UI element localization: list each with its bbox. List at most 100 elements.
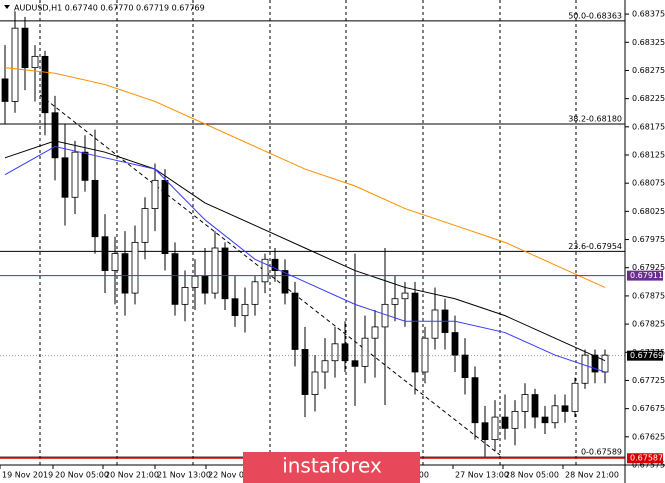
moving-average — [4, 67, 606, 288]
candle-body — [71, 151, 79, 198]
candle-body — [571, 382, 579, 412]
candle-body — [51, 112, 59, 159]
candle-body — [91, 179, 99, 238]
candle-body — [591, 354, 599, 373]
menu-arrow — [4, 5, 10, 9]
fib-label: 50.0-0.68363 — [568, 11, 622, 20]
candle-body — [131, 241, 139, 294]
chart-title: AUDUSD,H1 0.67740 0.67770 0.67719 0.6776… — [14, 4, 205, 13]
candle-body — [161, 179, 169, 255]
candle-body — [361, 337, 369, 367]
candle-body — [191, 275, 199, 288]
candle-body — [411, 292, 419, 373]
candle-body — [371, 326, 379, 339]
candle-body — [231, 298, 239, 317]
candle-body — [391, 298, 399, 305]
y-tick-label: 0.67925 — [632, 263, 665, 272]
y-tick-label: 0.68175 — [632, 122, 665, 131]
candle-body — [521, 394, 529, 412]
x-tick-label: 20 Nov 21:00 — [105, 471, 159, 480]
candle-body — [111, 253, 119, 271]
x-tick-label: 19 Nov 2019 — [2, 471, 53, 480]
candle-body — [301, 349, 309, 395]
candle-body — [251, 281, 259, 305]
candle-body — [41, 55, 49, 114]
y-tick-label: 0.67825 — [632, 320, 665, 329]
y-tick-label: 0.67575 — [632, 461, 665, 470]
candle-body — [281, 270, 289, 294]
y-tick-label: 0.68275 — [632, 66, 665, 75]
candle-body — [321, 360, 329, 373]
candle-body — [491, 416, 499, 441]
candle-body — [561, 405, 569, 412]
candle-body — [1, 78, 9, 102]
candle-body — [141, 208, 149, 243]
price-box — [627, 453, 663, 464]
y-tick-label: 0.67975 — [632, 235, 665, 244]
candle-body — [201, 275, 209, 294]
y-tick-label: 0.68025 — [632, 207, 665, 216]
candle-body — [11, 27, 19, 102]
candle-body — [101, 236, 109, 271]
trend-line — [39, 94, 501, 456]
candle-body — [121, 253, 129, 294]
candle-body — [61, 157, 69, 198]
x-tick-label: 28 Nov 21:00 — [565, 471, 619, 480]
candle-body — [211, 247, 219, 294]
candle-body — [461, 354, 469, 379]
candle-body — [31, 55, 39, 69]
candle-body — [431, 309, 439, 339]
price-box — [627, 270, 663, 281]
y-tick-label: 0.67875 — [632, 291, 665, 300]
y-tick-label: 0.67725 — [632, 376, 665, 385]
candle-body — [271, 258, 279, 271]
overlay: 0.68375 0.68325 0.68275 0.68225 0.68175 0.681… — [0, 10, 665, 480]
candle-body — [171, 253, 179, 305]
fib-label: 38.2-0.68180 — [568, 115, 622, 124]
plot: 50.0-0.68363 38.2-0.68180 23.6-0.67954 0-0.… — [0, 11, 625, 459]
candle-body — [241, 303, 249, 317]
candle-body — [541, 416, 549, 424]
candle-body — [551, 405, 559, 424]
candle-body — [401, 292, 409, 300]
candle-body — [311, 371, 319, 395]
y-tick-label: 0.68075 — [632, 179, 665, 188]
fib-label: 0-0.67589 — [581, 448, 622, 457]
candle-body — [21, 27, 29, 69]
candle-body — [341, 343, 349, 362]
y-tick-label: 0.68125 — [632, 151, 665, 160]
price-box-label: 0.67911 — [630, 271, 663, 280]
x-tick-label: 27 Nov 13:00 — [455, 471, 509, 480]
fib-label: 23.6-0.67954 — [568, 242, 622, 251]
candle-body — [221, 247, 229, 300]
y-tick-label: 0.68225 — [632, 94, 665, 103]
candle-body — [181, 287, 189, 305]
moving-average — [4, 146, 606, 373]
candle-body — [351, 360, 359, 367]
x-tick-label: 22 Nov 05:00 — [208, 471, 262, 480]
candle-body — [481, 422, 489, 441]
candle-body — [451, 332, 459, 356]
moving-average — [4, 140, 606, 362]
price-box-label: 0.67769 — [630, 351, 663, 360]
x-tick-label: 28 Nov 05:00 — [505, 471, 559, 480]
candle-body — [581, 354, 589, 384]
candle-body — [151, 179, 159, 209]
price-box — [627, 350, 663, 361]
candle-body — [331, 343, 339, 362]
candle-body — [81, 151, 89, 181]
x-tick-label: 21 Nov 13:00 — [157, 471, 211, 480]
y-tick-label: 0.68375 — [632, 10, 665, 19]
y-tick-label: 0.68325 — [632, 38, 665, 47]
candle-body — [291, 292, 299, 350]
candle-body — [511, 411, 519, 429]
candle-body — [421, 337, 429, 373]
price-box-label: 0.67587 — [630, 454, 663, 463]
watermark: instaforex — [282, 454, 382, 478]
x-tick-label: 20 Nov 05:00 — [55, 471, 109, 480]
y-tick-label: 0.67625 — [632, 432, 665, 441]
candle-body — [601, 354, 609, 373]
candle-body — [261, 258, 269, 283]
